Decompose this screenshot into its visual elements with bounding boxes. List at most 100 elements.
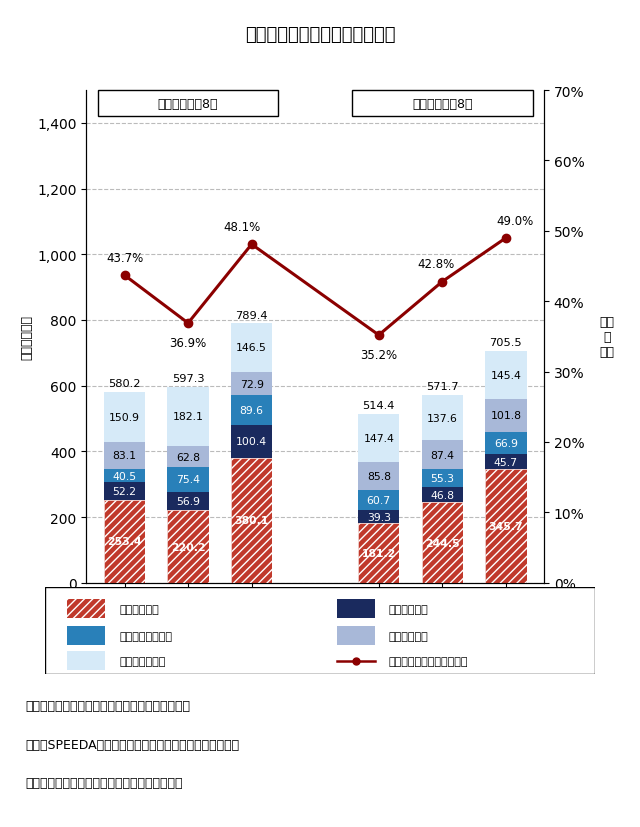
Text: 75.4: 75.4 [176,475,200,485]
Bar [67,600,106,619]
X-axis label: 会計年度: 会計年度 [300,612,330,625]
Text: 85.8: 85.8 [367,471,391,481]
Bar [358,414,399,462]
Bar [422,470,463,487]
Text: 欧州製薬企業8社: 欧州製薬企業8社 [412,98,472,111]
Bar [485,433,527,455]
Text: 40.5: 40.5 [113,471,136,481]
Text: 無形固定資産比率（右軸）: 無形固定資産比率（右軸） [389,656,468,666]
Text: 35.2%: 35.2% [360,349,397,361]
Text: 46.8: 46.8 [430,490,454,500]
Text: 244.5: 244.5 [425,538,460,548]
Text: 100.4: 100.4 [236,437,268,447]
Bar [231,396,272,425]
Bar [168,447,209,467]
Text: 55.3: 55.3 [430,473,454,484]
Bar [231,458,272,583]
Text: 43.7%: 43.7% [106,251,143,265]
Bar [358,490,399,511]
Bar [104,483,145,500]
Text: 48.1%: 48.1% [223,221,260,234]
Text: 181.2: 181.2 [362,548,396,558]
Bar [358,462,399,490]
Bar [485,351,527,399]
Bar [422,441,463,470]
Text: 571.7: 571.7 [426,381,459,391]
Bar [104,442,145,470]
Bar [98,91,278,117]
Bar [231,425,272,458]
Text: 146.5: 146.5 [236,343,267,353]
Bar [337,600,375,619]
Bar [104,500,145,583]
Text: 現金及び預金: 現金及び預金 [389,604,429,614]
Text: 145.4: 145.4 [490,370,522,380]
Bar [67,600,106,619]
Text: 56.9: 56.9 [176,496,200,506]
Bar [352,91,532,117]
Text: 147.4: 147.4 [364,433,394,443]
Text: 597.3: 597.3 [172,373,204,383]
Bar [67,626,106,645]
Text: 705.5: 705.5 [490,337,522,347]
Text: 45.7: 45.7 [494,457,518,467]
Text: 380.1: 380.1 [234,516,269,526]
Bar [485,470,527,583]
Bar [168,511,209,583]
Text: 789.4: 789.4 [236,310,268,320]
Text: 66.9: 66.9 [494,438,518,449]
Text: 60.7: 60.7 [367,495,391,506]
Text: その他流動資産: その他流動資産 [119,656,166,666]
Text: 72.9: 72.9 [239,379,264,389]
Text: 253.4: 253.4 [108,537,142,547]
Text: 49.0%: 49.0% [497,214,534,227]
Bar [104,470,145,483]
Bar [337,626,375,645]
Bar [358,511,399,523]
Bar [104,500,145,583]
Bar [485,399,527,433]
Bar [168,492,209,511]
Text: 83.1: 83.1 [113,451,136,461]
Text: 投資その他の資産: 投資その他の資産 [119,631,172,641]
Text: 220.2: 220.2 [171,542,205,552]
Bar [231,458,272,583]
Text: 514.4: 514.4 [363,400,395,410]
Bar [422,503,463,583]
Text: 87.4: 87.4 [430,450,454,460]
Text: 36.9%: 36.9% [170,337,207,350]
Text: 39.3: 39.3 [367,512,391,522]
Text: 62.8: 62.8 [176,452,200,462]
Text: 注：米国製薬企業８社、欧州製薬企業８社の総額: 注：米国製薬企業８社、欧州製薬企業８社の総額 [26,699,191,712]
Text: 150.9: 150.9 [109,413,140,423]
Text: 580.2: 580.2 [108,379,141,389]
Bar [485,455,527,470]
Text: 182.1: 182.1 [173,412,204,422]
Text: 345.7: 345.7 [488,521,523,531]
Text: 出所：SPEEDA（株式会社ユーザベース）、有価証券報告: 出所：SPEEDA（株式会社ユーザベース）、有価証券報告 [26,739,240,752]
Bar [358,523,399,583]
Y-axis label: 資産
内
比率: 資産 内 比率 [599,316,614,358]
Y-axis label: （十億ドル）: （十億ドル） [20,314,33,360]
Bar [168,467,209,492]
Bar [422,503,463,583]
Text: 図３　欧米製薬企業の資産推移: 図３ 欧米製薬企業の資産推移 [244,26,396,45]
Bar [422,487,463,503]
Bar [104,393,145,442]
Bar [168,511,209,583]
Text: 有形固定資産: 有形固定資産 [389,631,429,641]
Bar [231,372,272,396]
Text: 89.6: 89.6 [239,406,264,416]
Bar [358,523,399,583]
Bar [485,470,527,583]
Text: 101.8: 101.8 [490,411,522,421]
Text: 137.6: 137.6 [427,414,458,423]
Bar [422,395,463,441]
Bar [168,387,209,447]
Text: 米国製薬企業8社: 米国製薬企業8社 [158,98,218,111]
Bar [67,652,106,671]
Bar [231,324,272,372]
Text: 書をもとに医薬産業政策研究所にて作成: 書をもとに医薬産業政策研究所にて作成 [26,776,183,789]
Text: 無形固定資産: 無形固定資産 [119,604,159,614]
Text: 42.8%: 42.8% [417,258,454,271]
